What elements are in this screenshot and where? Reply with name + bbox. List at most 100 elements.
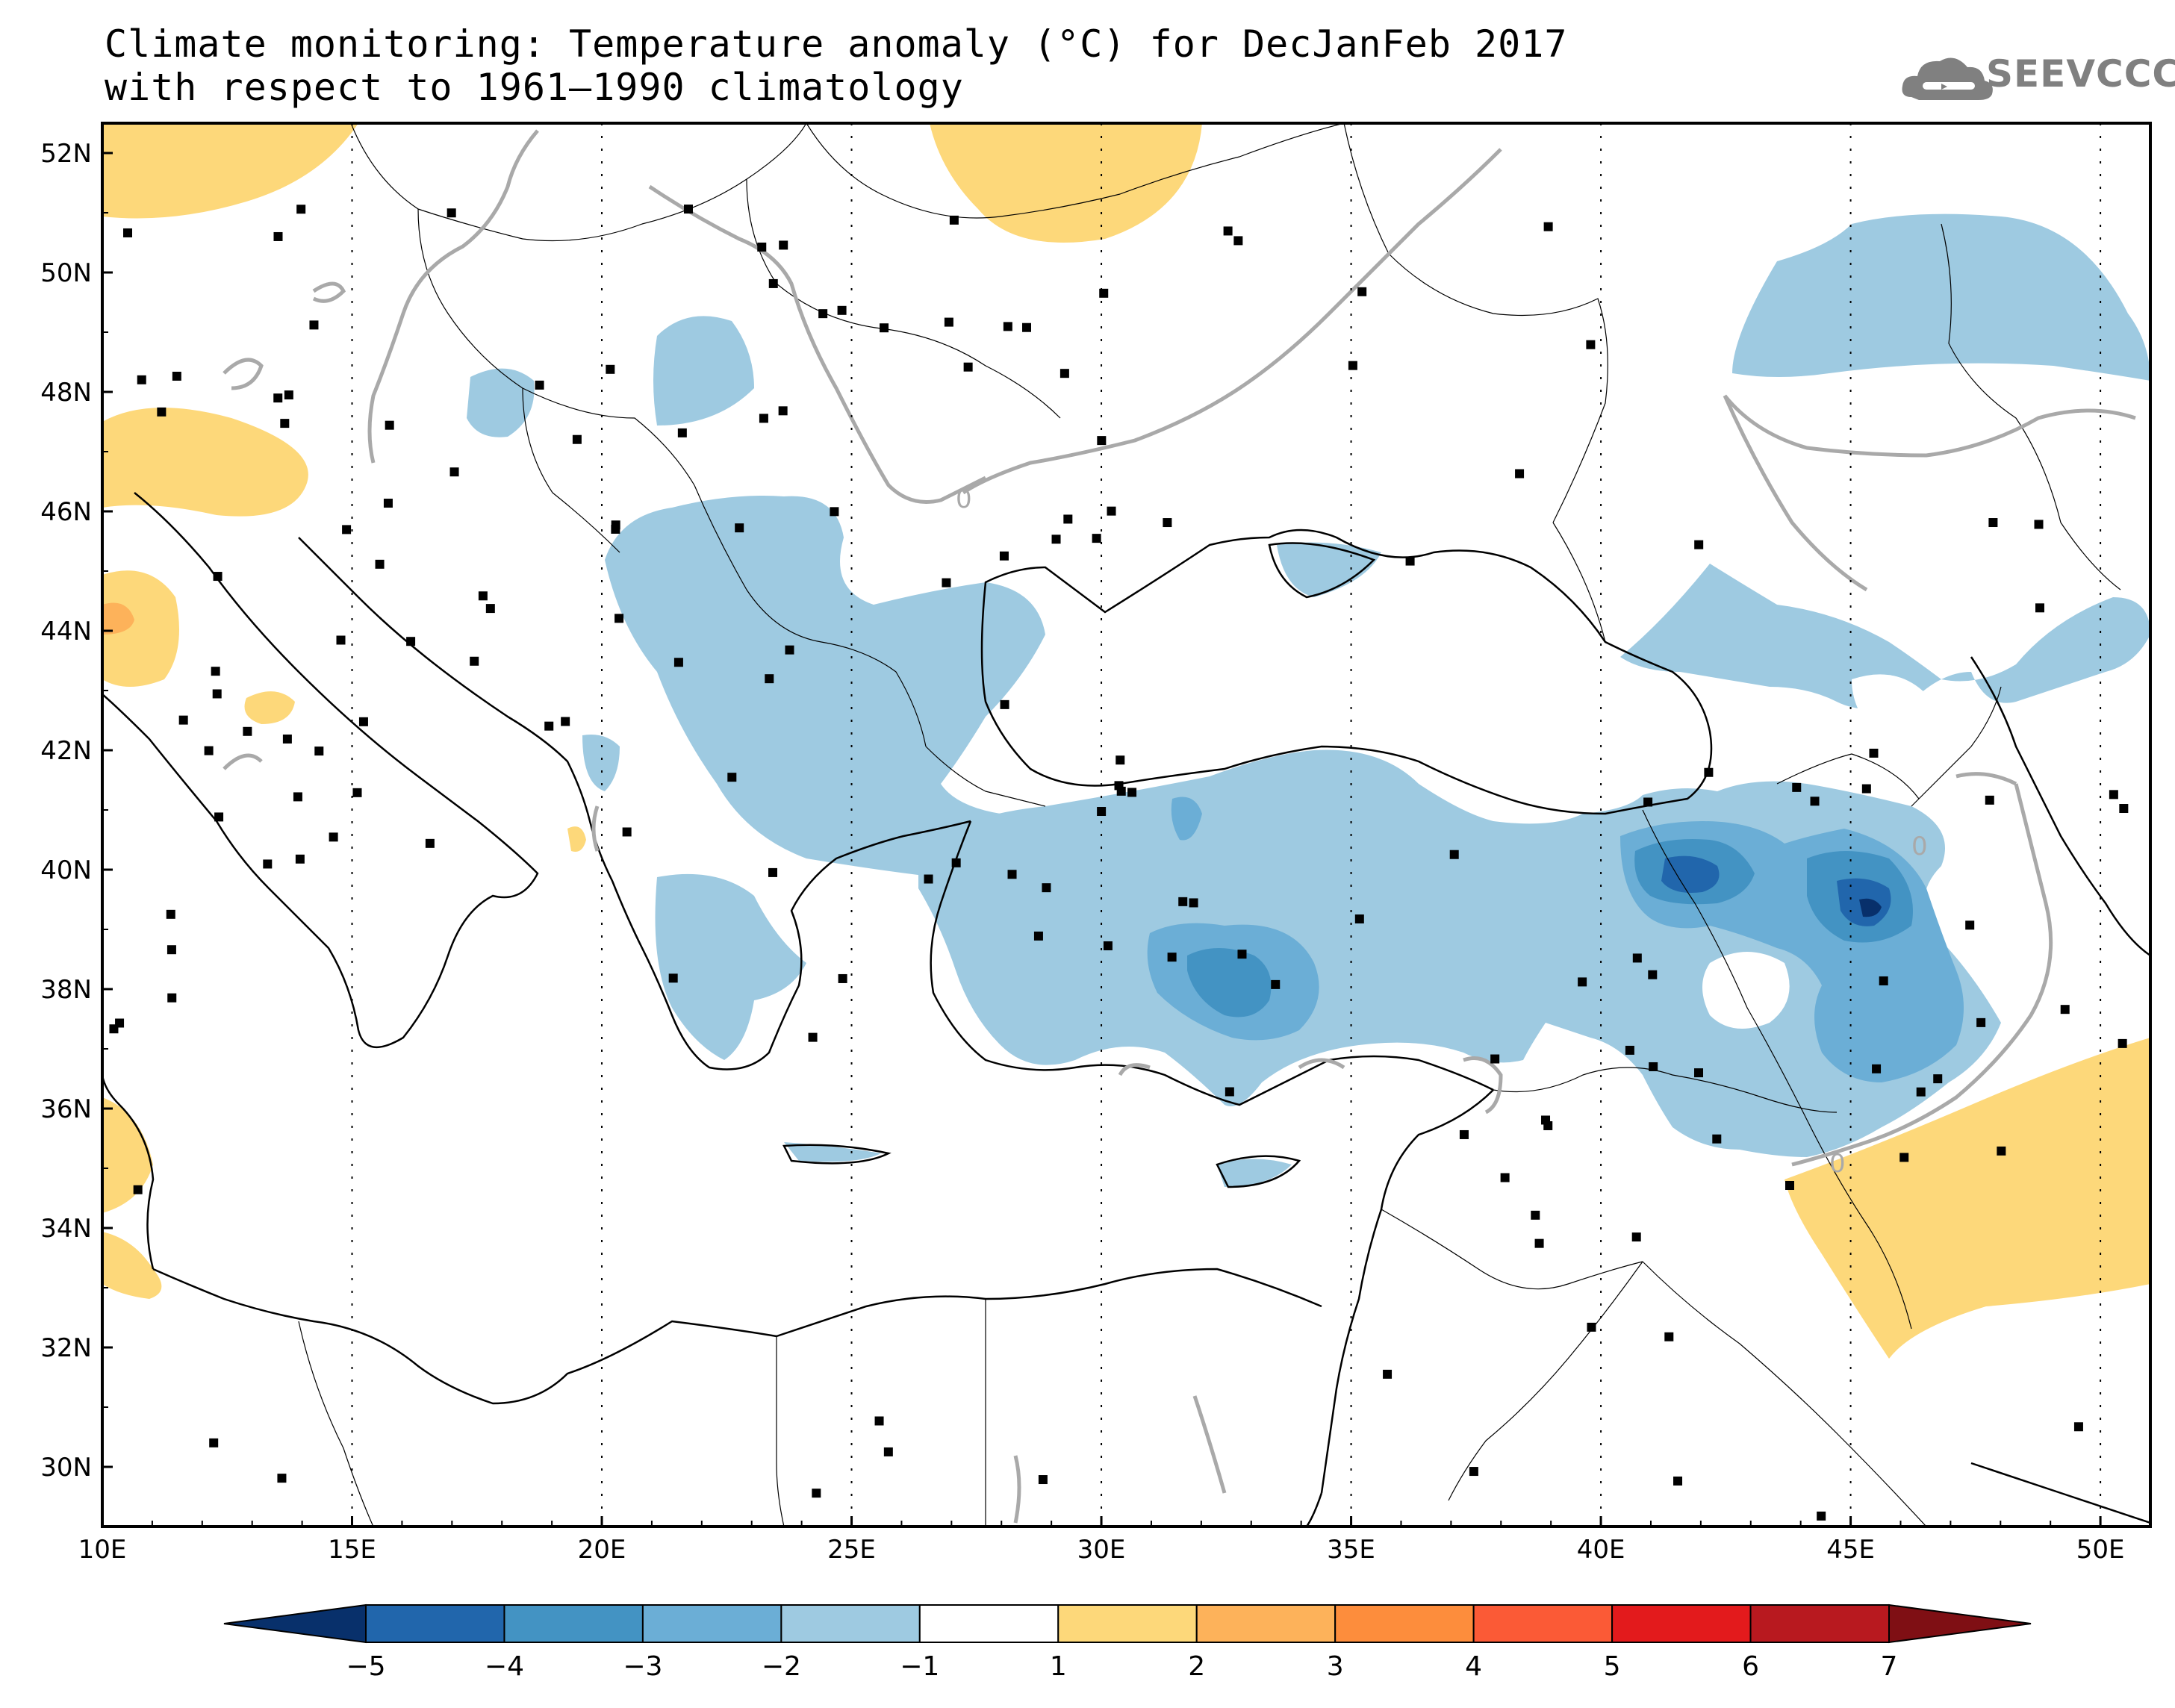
cold-area-armenia-core xyxy=(1859,898,1882,917)
title-line-1: Climate monitoring: Temperature anomaly … xyxy=(105,22,1568,66)
station-marker xyxy=(243,726,252,736)
station-marker xyxy=(883,1447,893,1456)
station-marker xyxy=(683,205,693,214)
station-marker xyxy=(1003,322,1012,331)
station-markers xyxy=(109,205,2129,1521)
station-marker xyxy=(1664,1332,1674,1341)
station-marker xyxy=(1632,953,1642,963)
station-marker xyxy=(673,658,683,667)
station-marker xyxy=(358,717,368,726)
station-marker xyxy=(880,323,889,333)
caspian-coast xyxy=(1970,656,2150,957)
station-marker xyxy=(1348,361,1357,370)
station-marker xyxy=(812,1489,821,1498)
colorbar-label: 1 xyxy=(1050,1651,1067,1682)
cold-area-russia-east xyxy=(1732,214,2150,381)
station-marker xyxy=(606,364,615,374)
warm-area-ukraine-north xyxy=(930,123,1202,243)
station-marker xyxy=(1127,788,1137,797)
station-marker xyxy=(830,507,839,517)
cold-area-balkans xyxy=(605,496,1045,881)
x-tick-label: 50E xyxy=(2076,1535,2125,1565)
station-marker xyxy=(1587,1322,1596,1332)
station-marker xyxy=(212,689,222,699)
station-marker xyxy=(808,1032,818,1042)
station-marker xyxy=(204,746,214,755)
colorbar-label: −1 xyxy=(900,1651,939,1682)
station-marker xyxy=(2109,790,2118,800)
station-marker xyxy=(1976,1017,1986,1027)
station-marker xyxy=(446,208,456,218)
station-marker xyxy=(1649,1062,1658,1071)
levant-coast xyxy=(1320,1089,1494,1494)
red-sea-coast xyxy=(1305,1492,1323,1527)
station-marker xyxy=(535,380,544,390)
station-marker xyxy=(115,1018,125,1028)
station-marker xyxy=(874,1416,884,1426)
station-marker xyxy=(211,667,220,676)
tunisia-coast xyxy=(102,1074,155,1270)
station-marker xyxy=(383,499,393,508)
station-marker xyxy=(263,859,273,869)
contour-label: 0 xyxy=(1911,832,1928,861)
colorbar-label: −5 xyxy=(346,1651,385,1682)
warm-area-central-europe-north xyxy=(102,123,358,219)
station-marker xyxy=(778,406,788,416)
y-tick-label: 50N xyxy=(40,258,92,288)
station-marker xyxy=(406,637,416,646)
colorbar-swatch xyxy=(1195,1604,1337,1643)
station-marker xyxy=(1189,898,1198,908)
station-marker xyxy=(1631,1232,1641,1242)
station-marker xyxy=(273,231,283,241)
colorbar-label: −2 xyxy=(762,1651,801,1682)
y-tick-label: 42N xyxy=(40,736,92,766)
station-marker xyxy=(1578,977,1587,987)
station-marker xyxy=(949,215,959,225)
station-marker xyxy=(1861,784,1871,794)
station-marker xyxy=(1694,540,1704,549)
station-marker xyxy=(1704,767,1714,777)
station-marker xyxy=(765,674,774,684)
near-normal-area-caspian xyxy=(1852,674,1937,742)
station-marker xyxy=(1490,1054,1500,1064)
plot-frame xyxy=(101,122,2152,1528)
station-marker xyxy=(1985,795,1994,805)
station-marker xyxy=(157,407,167,417)
station-marker xyxy=(1042,883,1051,893)
egypt-coast xyxy=(776,1268,1322,1338)
colorbar-extend-low xyxy=(223,1603,367,1644)
station-marker xyxy=(1225,1087,1234,1097)
colorbar-label: 6 xyxy=(1742,1651,1759,1682)
station-marker xyxy=(273,393,283,403)
station-marker xyxy=(1541,1115,1551,1125)
station-marker xyxy=(342,525,352,534)
station-marker xyxy=(214,812,224,822)
station-marker xyxy=(1383,1369,1393,1379)
title-line-2: with respect to 1961–1990 climatology xyxy=(105,66,964,109)
station-marker xyxy=(172,371,181,381)
station-marker xyxy=(167,945,176,955)
station-marker xyxy=(336,635,346,645)
colorbar-label: −4 xyxy=(485,1651,524,1682)
station-marker xyxy=(1997,1146,2006,1156)
colorbar-swatch xyxy=(1472,1604,1614,1643)
station-marker xyxy=(178,715,188,725)
y-tick-label: 32N xyxy=(40,1333,92,1363)
station-marker xyxy=(1879,976,1888,985)
station-marker xyxy=(1237,950,1247,959)
station-marker xyxy=(282,734,292,744)
station-marker xyxy=(785,645,794,655)
station-marker xyxy=(1163,518,1172,528)
cold-area-crimea xyxy=(1277,542,1381,597)
crete xyxy=(782,1144,892,1165)
logo-text: SEEVCCC xyxy=(1986,52,2175,96)
cold-area-albania xyxy=(582,735,620,791)
station-marker xyxy=(944,317,953,327)
station-marker xyxy=(167,993,177,1003)
station-marker xyxy=(1988,518,1998,528)
station-marker xyxy=(2073,1422,2083,1432)
colorbar-swatch xyxy=(918,1604,1060,1643)
station-marker xyxy=(727,773,737,782)
station-marker xyxy=(1107,506,1116,516)
station-marker xyxy=(1178,897,1188,906)
